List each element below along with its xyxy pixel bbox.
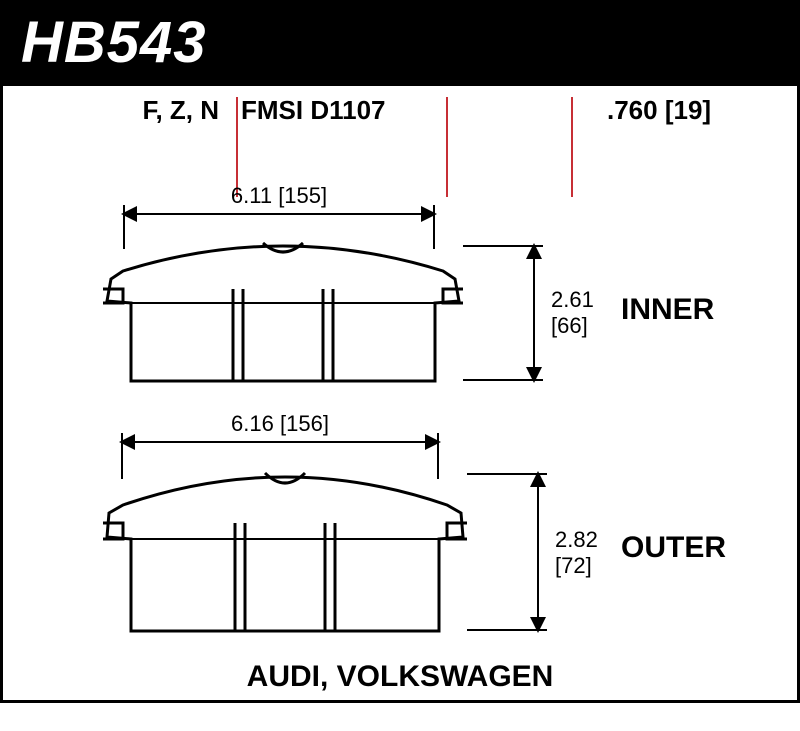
title-bar: HB543 <box>3 3 797 86</box>
dim-inner-width-label: 6.11 [155] <box>123 183 435 209</box>
diagram: 6.11 [155] <box>43 171 763 731</box>
dim-outer-height: 2.82 [72] <box>537 473 539 631</box>
pad-outer <box>103 461 467 641</box>
arrow-down-icon <box>530 617 546 633</box>
arrow-down-icon <box>526 367 542 383</box>
spec-thickness: .760 [19] <box>597 95 797 126</box>
pad-outer-svg <box>103 461 467 641</box>
label-inner: INNER <box>621 293 714 327</box>
spec-compounds: F, Z, N <box>3 95 233 126</box>
pad-inner-svg <box>103 231 463 391</box>
spec-row: F, Z, N FMSI D1107 .760 [19] <box>3 95 797 126</box>
spec-fmsi: FMSI D1107 <box>233 95 443 126</box>
spec-gap <box>443 95 597 126</box>
part-number: HB543 <box>21 9 779 76</box>
footer-vehicles: AUDI, VOLKSWAGEN <box>3 660 797 694</box>
arrow-up-icon <box>530 471 546 487</box>
page: HB543 F, Z, N FMSI D1107 .760 [19] 6.11 … <box>0 0 800 703</box>
dim-inner-width: 6.11 [155] <box>123 213 435 215</box>
dim-outer-width-label: 6.16 [156] <box>121 411 439 437</box>
arrow-up-icon <box>526 243 542 259</box>
pad-inner <box>103 231 463 391</box>
dim-outer-width: 6.16 [156] <box>121 441 439 443</box>
dim-inner-height: 2.61 [66] <box>533 245 535 381</box>
content: F, Z, N FMSI D1107 .760 [19] 6.11 [155] <box>3 81 797 700</box>
label-outer: OUTER <box>621 531 726 565</box>
